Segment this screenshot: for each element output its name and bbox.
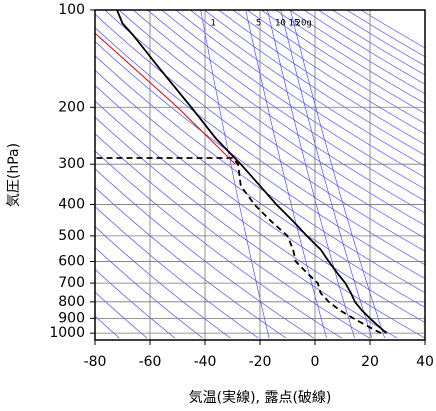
- y-tick-label: 500: [58, 228, 85, 244]
- dry-adiabat: [95, 206, 259, 339]
- dry-adiabat: [218, 10, 425, 145]
- dry-adiabat: [95, 133, 370, 339]
- dry-adiabat: [95, 247, 203, 339]
- y-tick-label: 600: [58, 253, 85, 269]
- x-tick-label: -20: [249, 354, 272, 370]
- dry-adiabat: [95, 168, 314, 339]
- x-tick-label: -40: [194, 354, 217, 370]
- dry-adiabat: [95, 13, 425, 252]
- dry-adiabat: [275, 10, 425, 104]
- dry-adiabat: [246, 10, 425, 124]
- dry-adiabat: [95, 186, 287, 339]
- dry-adiabat: [303, 10, 425, 85]
- dry-adiabat: [95, 226, 231, 339]
- x-tick-label: -60: [139, 354, 162, 370]
- mixing-ratio-label: 10: [275, 19, 286, 29]
- dry-adiabat: [318, 10, 425, 76]
- dry-adiabat: [261, 10, 425, 114]
- dry-adiabat: [175, 10, 425, 178]
- dry-adiabat: [95, 27, 425, 266]
- y-tick-label: 300: [58, 156, 85, 172]
- x-tick-label: 40: [416, 354, 434, 370]
- dry-adiabat: [161, 10, 425, 190]
- dry-adiabat: [332, 10, 425, 67]
- mixing-ratio-line: [280, 10, 373, 339]
- dry-adiabat: [232, 10, 425, 135]
- mixing-ratio-label: 1: [210, 19, 215, 29]
- x-axis-label: 気温(実線), 露点(破線): [189, 390, 332, 406]
- profile-line: [116, 10, 388, 334]
- dry-adiabat: [346, 10, 425, 58]
- dry-adiabat: [289, 10, 425, 95]
- dry-adiabat: [133, 10, 425, 214]
- mixing-ratio-line: [200, 10, 270, 339]
- mixing-ratio-line: [267, 10, 355, 339]
- dry-adiabat: [189, 10, 425, 167]
- dry-adiabat: [104, 10, 425, 239]
- x-tick-label: 20: [361, 354, 379, 370]
- y-tick-label: 400: [58, 197, 85, 213]
- y-tick-label: 1000: [49, 325, 85, 341]
- x-tick-label: -80: [84, 354, 107, 370]
- dry-adiabat: [95, 69, 425, 308]
- dry-adiabat: [204, 10, 425, 156]
- dry-adiabat: [95, 150, 342, 339]
- profile-line: [95, 157, 382, 334]
- y-tick-label: 800: [58, 294, 85, 310]
- mixing-ratio-label: 5: [256, 19, 261, 29]
- x-tick-label: 0: [311, 354, 320, 370]
- y-axis-label: 気圧(hPa): [6, 143, 22, 207]
- profile-line: [95, 32, 236, 165]
- mixing-ratio-label: 20g: [296, 19, 312, 29]
- y-tick-label: 700: [58, 275, 85, 291]
- mixing-ratio-label: 15: [288, 19, 299, 29]
- dry-adiabat: [95, 268, 175, 339]
- dry-adiabat: [147, 10, 425, 202]
- y-tick-label: 200: [58, 99, 85, 115]
- mixing-ratio-line: [290, 10, 385, 339]
- dry-adiabat: [118, 10, 425, 226]
- y-tick-label: 100: [58, 2, 85, 18]
- y-tick-label: 900: [58, 310, 85, 326]
